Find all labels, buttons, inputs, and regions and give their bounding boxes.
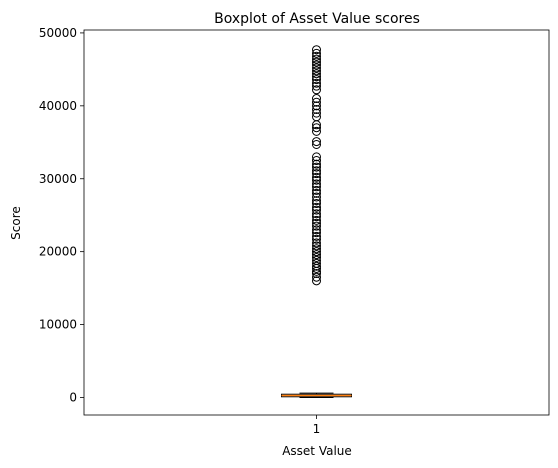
outlier-point bbox=[312, 159, 321, 169]
outlier-point bbox=[312, 215, 321, 225]
outlier-point bbox=[312, 244, 321, 254]
x-tick-label: 1 bbox=[313, 422, 321, 436]
outlier-point bbox=[312, 253, 321, 262]
outlier-point bbox=[312, 196, 321, 206]
outlier-point bbox=[312, 139, 321, 149]
outlier-point bbox=[312, 66, 321, 76]
outlier-point bbox=[312, 228, 321, 238]
outlier-point bbox=[312, 255, 321, 265]
outlier-point bbox=[312, 209, 321, 219]
outlier-point bbox=[312, 108, 321, 118]
outlier-point bbox=[312, 192, 321, 202]
y-axis-label: Score bbox=[9, 206, 23, 240]
outlier-point bbox=[312, 188, 321, 198]
outlier-point bbox=[312, 48, 321, 58]
outlier-point bbox=[312, 166, 321, 176]
outlier-point bbox=[312, 123, 321, 133]
outlier-point bbox=[312, 54, 321, 64]
outlier-point bbox=[312, 156, 321, 166]
outlier-point bbox=[312, 225, 321, 235]
outlier-point bbox=[312, 97, 321, 107]
x-axis-label: Asset Value bbox=[282, 444, 352, 458]
y-tick-label: 20000 bbox=[39, 245, 77, 259]
outlier-point bbox=[312, 162, 321, 172]
outlier-point bbox=[312, 104, 321, 114]
outlier-point bbox=[312, 250, 321, 260]
outlier-point bbox=[312, 45, 321, 55]
outlier-point bbox=[312, 179, 321, 189]
y-axis: 0 10000 20000 30000 40000 50000 bbox=[39, 26, 84, 405]
outlier-point bbox=[312, 112, 321, 122]
outlier-point bbox=[312, 212, 321, 222]
outlier-point bbox=[312, 85, 321, 95]
y-tick-label: 50000 bbox=[39, 26, 77, 40]
y-tick-label: 40000 bbox=[39, 99, 77, 113]
outlier-point bbox=[312, 152, 321, 162]
box-group bbox=[281, 392, 352, 398]
outlier-point bbox=[312, 81, 321, 91]
outlier-point bbox=[312, 258, 321, 268]
outlier-point bbox=[312, 126, 321, 136]
outlier-point bbox=[312, 72, 321, 82]
outlier-point bbox=[312, 272, 321, 282]
outlier-point bbox=[312, 182, 321, 192]
outlier-point bbox=[312, 78, 321, 88]
outlier-point bbox=[312, 75, 321, 85]
outlier-point bbox=[312, 231, 321, 241]
outlier-point bbox=[312, 94, 321, 104]
outlier-point bbox=[312, 234, 321, 244]
outlier-point bbox=[312, 69, 321, 79]
outlier-point bbox=[312, 276, 321, 286]
chart-title: Boxplot of Asset Value scores bbox=[214, 11, 420, 27]
y-tick-label: 0 bbox=[69, 391, 77, 405]
outlier-points bbox=[312, 45, 321, 286]
outlier-point bbox=[312, 238, 321, 248]
y-tick-label: 30000 bbox=[39, 172, 77, 186]
outlier-point bbox=[312, 269, 321, 279]
x-axis: 1 bbox=[313, 415, 321, 436]
outlier-point bbox=[312, 172, 321, 182]
outlier-point bbox=[312, 175, 321, 185]
outlier-point bbox=[312, 205, 321, 215]
outlier-point bbox=[312, 261, 321, 271]
y-tick-label: 10000 bbox=[39, 318, 77, 332]
outlier-point bbox=[312, 101, 321, 111]
outlier-point bbox=[312, 185, 321, 195]
outlier-point bbox=[312, 137, 321, 147]
outlier-point bbox=[312, 51, 321, 61]
outlier-point bbox=[312, 199, 321, 209]
outlier-point bbox=[312, 241, 321, 251]
outlier-point bbox=[312, 169, 321, 179]
outlier-point bbox=[312, 218, 321, 228]
outlier-point bbox=[312, 202, 321, 212]
outlier-point bbox=[312, 63, 321, 73]
outlier-point bbox=[312, 60, 321, 70]
outlier-point bbox=[312, 57, 321, 67]
outlier-point bbox=[312, 247, 321, 257]
outlier-point bbox=[312, 221, 321, 231]
